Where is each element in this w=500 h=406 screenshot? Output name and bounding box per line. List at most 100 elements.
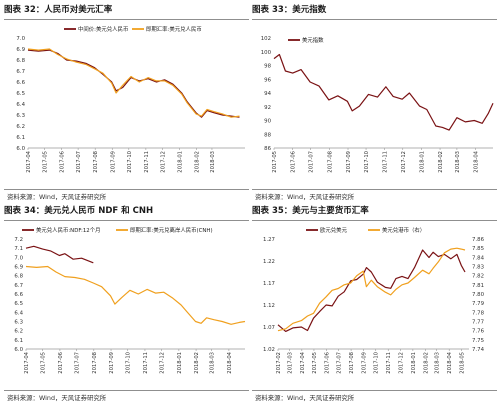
x-tick-label: 2017-12 (398, 352, 404, 374)
y2-tick-label: 7.81 (472, 283, 484, 289)
y2-tick-label: 7.86 (472, 237, 485, 243)
x-tick-label: 2018-01 (419, 151, 425, 173)
y-tick-label: 90 (264, 119, 271, 125)
y2-tick-label: 7.76 (472, 329, 485, 335)
y2-tick-label: 7.79 (472, 301, 485, 307)
y-tick-label: 6.2 (16, 124, 25, 130)
x-tick-label: 2017-05 (43, 151, 49, 173)
y2-tick-label: 7.85 (472, 246, 484, 252)
y2-tick-label: 7.75 (472, 338, 484, 344)
y-tick-label: 6.9 (16, 47, 25, 53)
legend-label: 中间价:美元兑人民币 (78, 25, 128, 33)
y2-tick-label: 7.77 (472, 320, 484, 326)
x-tick-label: 2018-01 (177, 352, 183, 374)
series-line (25, 245, 94, 264)
chart-panel-cny-usd: 图表 32：人民币对美元汇率 7.0 6.9 6.8 6.7 6.6 6.5 6.4 6.3 6… (4, 3, 249, 203)
source-note: 资料来源：Wind，天风证券研究所 (255, 394, 355, 402)
x-tick-label: 2018-01 (411, 352, 417, 374)
x-tick-label: 2017-07 (309, 151, 315, 173)
source-note: 资料来源：Wind，天风证券研究所 (7, 394, 107, 402)
y2-tick-label: 7.83 (472, 265, 484, 271)
x-tick-label: 2018-02 (438, 151, 444, 173)
x-tick-label: 2018-02 (194, 352, 200, 374)
chart-panel-dollar-index: 图表 33：美元指数 102 100 98 96 94 92 90 88 86 2017-05 20… (252, 3, 497, 203)
x-tick-label: 2017-11 (386, 352, 392, 374)
x-tick-label: 2018-02 (423, 352, 429, 374)
y-tick-label: 7.0 (16, 36, 25, 42)
y-tick-label: 7.1 (14, 246, 23, 252)
x-tick-label: 2018-04 (447, 351, 453, 373)
source-note: 资料来源：Wind，天风证券研究所 (7, 193, 107, 201)
y-tick-label: 100 (261, 50, 272, 56)
y-tick-label: 96 (264, 77, 271, 83)
x-tick-label: 2018-03 (210, 352, 216, 374)
y-tick-label: 6.5 (14, 301, 23, 307)
x-tick-label: 2018-02 (195, 151, 201, 173)
y-tick-label: 1.12 (263, 303, 275, 309)
x-tick-label: 2017-07 (76, 151, 82, 173)
x-tick-label: 2017-08 (93, 151, 99, 173)
x-tick-label: 2017-09 (110, 151, 116, 173)
y-tick-label: 92 (264, 105, 271, 111)
y-tick-label: 6.8 (14, 274, 23, 280)
y-tick-label: 94 (264, 91, 271, 97)
y-tick-label: 6.9 (14, 265, 23, 271)
x-tick-label: 2018-04 (474, 150, 480, 172)
y2-tick-label: 7.84 (472, 255, 485, 261)
y-tick-label: 1.22 (263, 259, 275, 265)
x-tick-label: 2017-06 (291, 151, 297, 173)
y-tick-label: 6.7 (14, 283, 23, 289)
legend-label: 即期汇率:美元兑人民币 (146, 25, 202, 33)
series-line (25, 265, 246, 325)
x-tick-label: 2017-06 (58, 352, 64, 374)
x-tick-label: 2017-02 (276, 352, 282, 374)
chart-cny-usd: 7.0 6.9 6.8 6.7 6.6 6.5 6.4 6.3 6.2 6.1 6.02017-04… (16, 25, 245, 173)
x-tick-label: 2017-04 (24, 351, 30, 373)
legend-label: 即期汇率:美元兑离岸人民币(CNH) (130, 226, 213, 234)
x-tick-label: 2017-10 (374, 352, 380, 374)
source-rule (252, 189, 497, 190)
y-tick-label: 1.02 (263, 347, 275, 353)
chart-panel-ndf-cnh: 图表 34：美元兑人民币 NDF 和 CNH 7.2 7.1 7.0 6.9 6.8 6.… (4, 204, 249, 404)
y2-tick-label: 7.78 (472, 310, 485, 316)
x-tick-label: 2017-08 (349, 352, 355, 374)
x-tick-label: 2017-08 (92, 352, 98, 374)
x-tick-label: 2018-03 (435, 352, 441, 374)
y-tick-label: 6.2 (14, 329, 23, 335)
y-tick-label: 86 (264, 146, 271, 152)
x-tick-label: 2017-12 (160, 352, 166, 374)
x-tick-label: 2017-10 (364, 151, 370, 173)
x-tick-label: 2017-04 (300, 351, 306, 373)
y-tick-label: 1.27 (263, 237, 275, 243)
x-tick-label: 2017-09 (362, 352, 368, 374)
x-tick-label: 2017-07 (75, 352, 81, 374)
legend-label: 美元兑人民币:NDF:12个月 (36, 226, 100, 234)
y-tick-label: 6.4 (16, 102, 25, 108)
x-tick-label: 2017-12 (160, 151, 166, 173)
y-tick-label: 7.0 (14, 255, 23, 261)
title-rule (252, 19, 497, 20)
source-rule (4, 390, 249, 391)
x-tick-label: 2017-03 (287, 352, 293, 374)
x-tick-label: 2017-11 (383, 151, 389, 173)
x-tick-label: 2018-03 (210, 151, 216, 173)
x-tick-label: 2017-10 (127, 151, 133, 173)
y-tick-label: 102 (261, 36, 271, 42)
legend-label: 欧元兑美元 (320, 226, 348, 234)
y-tick-label: 6.0 (14, 347, 23, 353)
x-tick-label: 2017-09 (109, 352, 115, 374)
y-tick-label: 6.4 (14, 310, 23, 316)
y-tick-label: 6.3 (16, 113, 25, 119)
chart-title: 图表 33：美元指数 (252, 5, 327, 15)
x-tick-label: 2017-06 (60, 151, 66, 173)
source-rule (4, 189, 249, 190)
y2-tick-label: 7.74 (472, 347, 485, 353)
x-tick-label: 2018-01 (177, 151, 183, 173)
y-tick-label: 6.6 (16, 80, 25, 86)
chart-title: 图表 35：美元与主要货币汇率 (252, 206, 369, 216)
chart-panel-major-currencies: 图表 35：美元与主要货币汇率 1.27 1.22 1.17 1.12 1.07 1.02… (252, 204, 497, 404)
chart-title: 图表 34：美元兑人民币 NDF 和 CNH (4, 206, 154, 216)
y2-tick-label: 7.82 (472, 274, 484, 280)
x-tick-label: 2017-05 (41, 352, 47, 374)
x-tick-label: 2018-05 (459, 352, 465, 374)
